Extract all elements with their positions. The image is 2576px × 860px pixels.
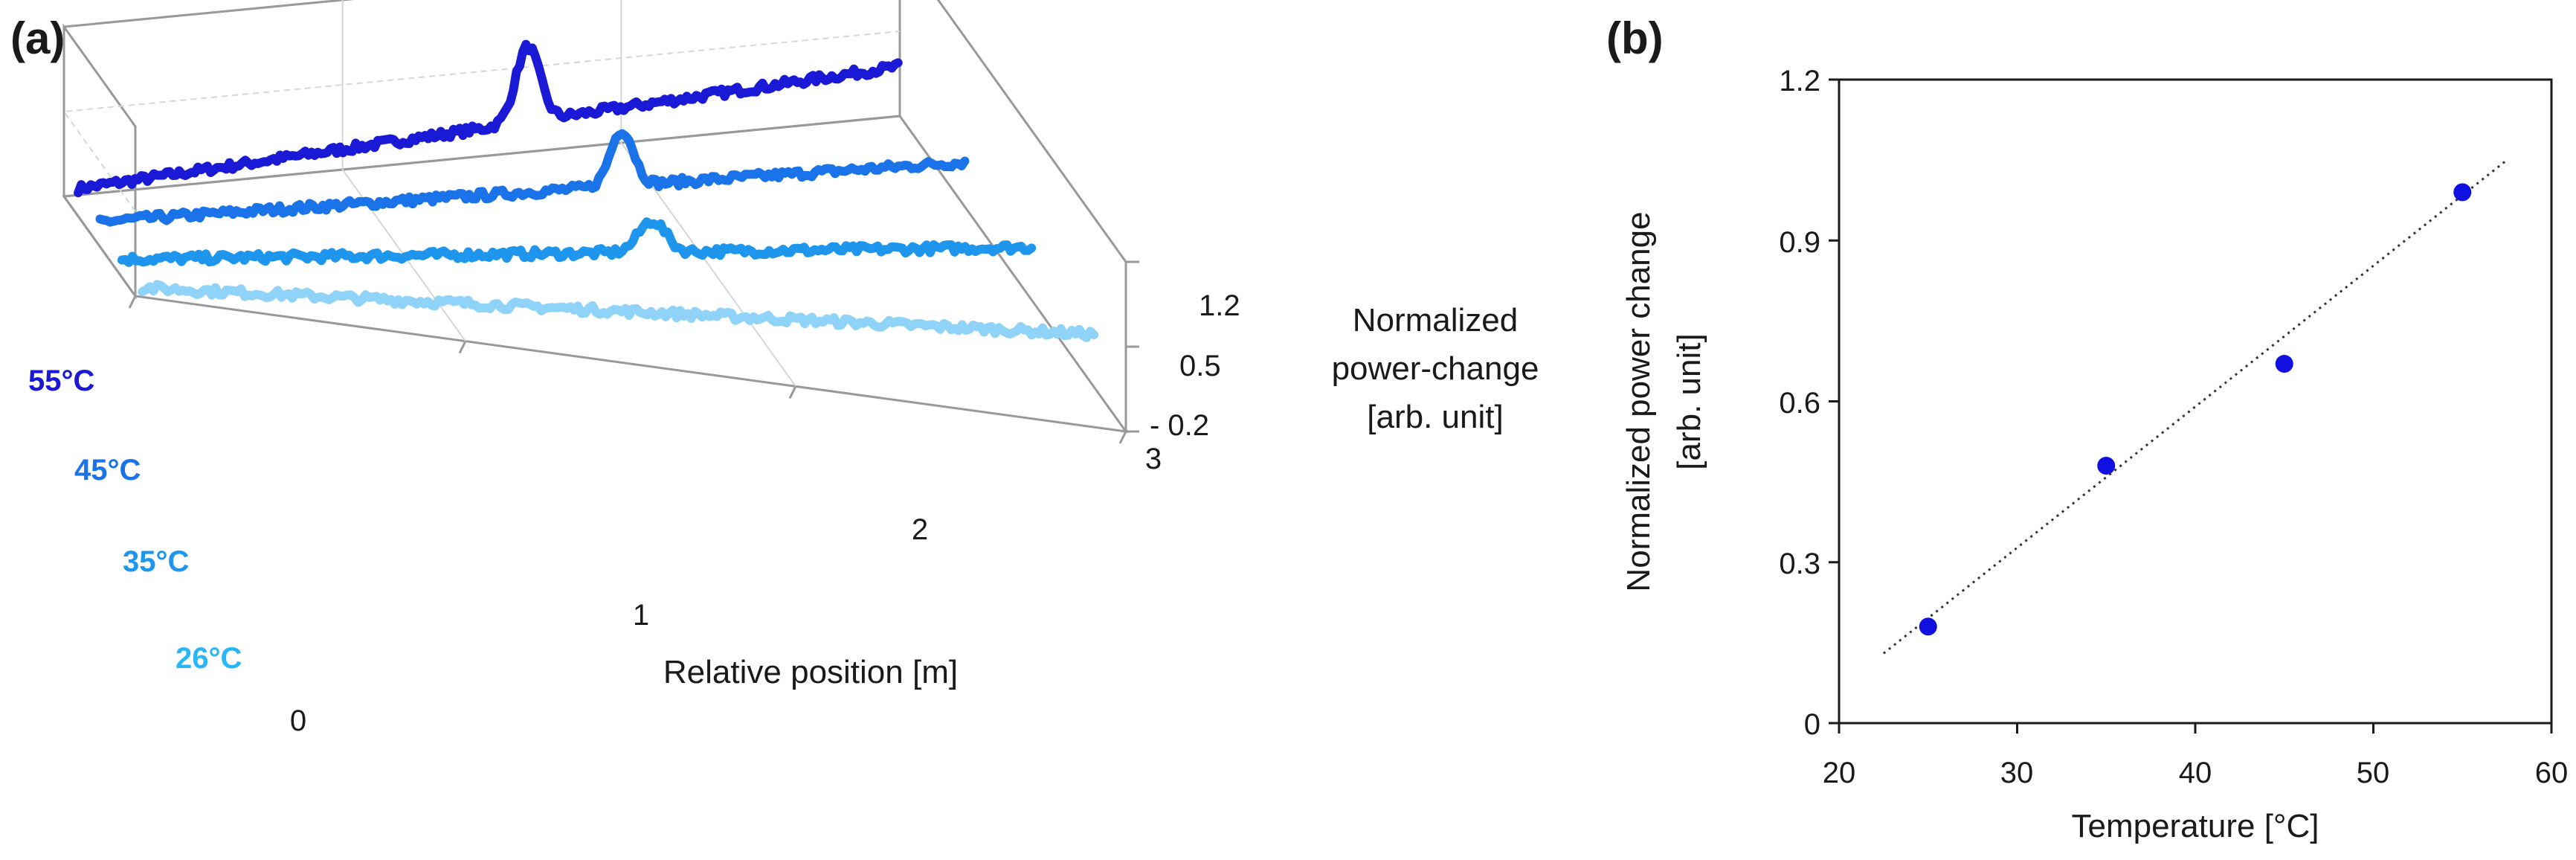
panel-b-label: (b): [1606, 13, 1664, 63]
panel-b-trendline: [1882, 158, 2508, 655]
data-point-35C: [2097, 457, 2116, 475]
panel-a-series: [74, 39, 1098, 342]
b-y-tick-0.6: 0.6: [1779, 387, 1820, 420]
data-point-55C: [2453, 183, 2472, 202]
panel-a-3d-chart: (a) 0 1 2 3 Relative position [m] 1.2 0.…: [10, 0, 1539, 737]
a-x-tick-0: 0: [290, 705, 306, 737]
trace-55C: [74, 39, 903, 198]
b-x-tick-60: 60: [2535, 757, 2569, 789]
b-x-tick-40: 40: [2179, 757, 2212, 789]
temp-label-45: 45°C: [74, 454, 141, 487]
temp-label-35: 35°C: [123, 545, 189, 578]
panel-a-grid: [62, 0, 1139, 444]
temp-label-26: 26°C: [176, 642, 242, 675]
a-z-axis-label-line2: power-change: [1332, 350, 1539, 387]
b-x-axis-label: Temperature [°C]: [2071, 808, 2319, 844]
b-x-tick-20: 20: [1823, 757, 1856, 789]
top-edge: [936, 0, 1127, 263]
b-y-tick-0.3: 0.3: [1779, 548, 1820, 580]
b-y-tick-0.9: 0.9: [1779, 226, 1820, 259]
x-tick-mark-2: [788, 385, 797, 399]
panel-b-scatter-chart: (b) 0 0.3 0.6 0.9 1.2 20 30 40 50 60 Tem…: [1606, 13, 2568, 844]
data-point-45C: [2275, 355, 2293, 373]
a-x-tick-1: 1: [633, 599, 649, 632]
a-x-tick-2: 2: [912, 513, 928, 546]
panel-b-ticks: [1829, 78, 2553, 734]
x-tick-mark-3: [1118, 431, 1127, 444]
a-z-tick-1.2: 1.2: [1199, 289, 1240, 322]
plot-area-frame: [1838, 78, 2553, 725]
back-wall: [62, 0, 901, 198]
b-x-tick-30: 30: [2000, 757, 2034, 789]
a-z-axis-label-line1: Normalized: [1353, 302, 1519, 338]
z-grid-line: [62, 31, 901, 212]
data-point-25C: [1919, 617, 1937, 636]
panel-b-points: [1919, 183, 2472, 636]
x-tick-mark-1: [458, 340, 467, 354]
x-tick-mark-0: [128, 295, 137, 309]
trace-26C: [138, 280, 1098, 342]
a-z-axis-label-line3: [arb. unit]: [1367, 399, 1503, 435]
floor-grid-line-x1: [341, 0, 466, 342]
floor-grid-line-x2: [620, 0, 796, 387]
temp-label-55: 55°C: [28, 365, 94, 397]
a-x-axis-label: Relative position [m]: [663, 654, 958, 690]
a-z-tick-neg0.2: - 0.2: [1150, 409, 1209, 442]
b-y-tick-0: 0: [1804, 708, 1820, 741]
b-y-tick-1.2: 1.2: [1779, 65, 1820, 97]
a-x-tick-3: 3: [1145, 443, 1162, 475]
linear-fit-line: [1882, 158, 2508, 655]
panel-a-label: (a): [10, 13, 65, 63]
trace-35C: [117, 217, 1037, 267]
b-y-axis-label-line1: Normalized power change: [1620, 211, 1657, 591]
b-y-axis-label-line2: [arb. unit]: [1671, 333, 1707, 469]
trace-45C: [95, 129, 970, 227]
b-x-tick-50: 50: [2357, 757, 2390, 789]
a-z-tick-0.5: 0.5: [1179, 350, 1221, 382]
